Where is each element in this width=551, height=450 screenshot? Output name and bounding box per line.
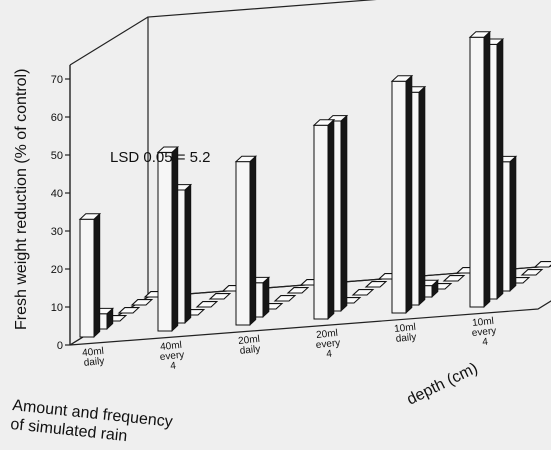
bar-4-5-flat: [364, 281, 388, 288]
bar-4-1-front: [313, 124, 329, 320]
x-category-line: 10ml: [394, 322, 417, 335]
bar-2-1-front: [157, 151, 173, 332]
bar-1-1-side: [93, 212, 101, 338]
bar-2-4-flat: [195, 301, 219, 308]
bar-6-1-top: [468, 31, 492, 38]
y-tick-label-20: 20: [51, 264, 63, 276]
bar-3-1-front: [235, 161, 251, 326]
y-tick-label-0: 0: [57, 340, 63, 352]
bar-6-6-flat: [533, 261, 551, 268]
bar-4-4-flat: [351, 289, 375, 296]
bar-6-1-side: [483, 30, 491, 308]
bar-3-4-flat: [273, 295, 297, 302]
x-category-line: daily: [239, 344, 261, 357]
bar-3-1-side: [249, 155, 257, 326]
x-category-line: daily: [83, 356, 105, 369]
bar-4-2-side: [340, 114, 348, 312]
x-axis-title: Amount and frequencyof simulated rain: [10, 397, 174, 450]
bar-3-1-top: [234, 155, 258, 163]
x-category-line: daily: [395, 332, 417, 345]
y-tick-label-10: 10: [51, 302, 63, 314]
y-tick-label-40: 40: [51, 188, 63, 200]
side-wall-top: [69, 16, 149, 66]
bar-2-1-side: [171, 146, 179, 332]
y-tick-label-70: 70: [51, 74, 63, 86]
lsd-annotation: LSD 0.05 = 5.2: [110, 149, 211, 166]
bar-5-1-side: [405, 74, 413, 314]
x-category-label-4: 20mlevery4: [314, 328, 342, 361]
x-category-line: 4: [482, 336, 489, 348]
x-category-line: 4: [326, 348, 333, 360]
x-category-line: 4: [170, 360, 177, 372]
bar-2-1-top: [156, 146, 180, 153]
bar-4-1-top: [312, 119, 336, 126]
bar-group: [78, 30, 551, 338]
bar-3-5-flat: [286, 287, 310, 294]
x-category-line: every: [159, 350, 184, 363]
bar-5-2-side: [418, 85, 426, 306]
y-tick-label-50: 50: [51, 150, 63, 162]
x-category-label-6: 10mlevery4: [470, 316, 498, 349]
x-category-line: 20ml: [238, 334, 261, 347]
bar-1-1-front: [79, 218, 95, 338]
x-category-label-1: 40mldaily: [82, 346, 106, 369]
x-category-line: 40ml: [82, 346, 105, 359]
bar-1-5-flat: [130, 299, 154, 306]
x-category-line: 20ml: [316, 328, 339, 341]
bar-1-4-flat: [117, 307, 141, 314]
x-category-line: 10ml: [472, 316, 495, 329]
bar-6-5-flat: [520, 269, 544, 276]
bar-2-2-side: [184, 183, 192, 324]
x-category-label-5: 10mldaily: [394, 322, 418, 345]
y-tick-label-30: 30: [51, 226, 63, 238]
bar-5-1-front: [391, 80, 407, 314]
x-category-line: 40ml: [160, 340, 183, 353]
bar-1-1-top: [78, 213, 102, 220]
bar-5-5-flat: [442, 275, 466, 282]
bar-5-1-top: [390, 75, 414, 82]
bar-6-1-front: [469, 36, 485, 308]
bar-2-5-flat: [208, 293, 232, 300]
y-tick-label-60: 60: [51, 112, 63, 124]
bar-6-3-side: [509, 155, 517, 292]
x-category-line: every: [315, 338, 340, 351]
y-axis-title: Fresh weight reduction (% of control): [13, 69, 30, 330]
x-category-label-2: 40mlevery4: [158, 340, 186, 373]
bar-4-1-side: [327, 118, 335, 320]
bar-3-2-side: [262, 276, 270, 318]
x-category-label-3: 20mldaily: [238, 334, 262, 357]
bar-6-2-side: [496, 38, 504, 300]
x-category-line: every: [471, 326, 496, 339]
depth-axis-title: depth (cm): [404, 360, 480, 409]
